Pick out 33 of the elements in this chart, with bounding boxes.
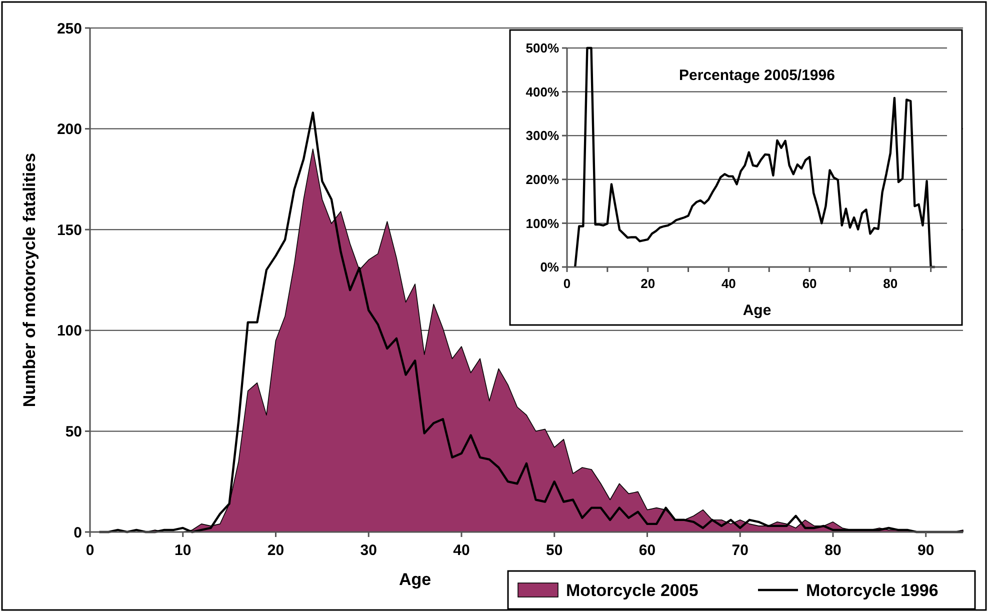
line-series	[574, 46, 936, 268]
legend-label: Motorcycle 2005	[566, 581, 698, 600]
legend-label: Motorcycle 1996	[806, 581, 938, 600]
x-tick-label: 80	[824, 542, 842, 559]
x-tick-label: 10	[174, 542, 192, 559]
y-tick-label: 100%	[526, 216, 560, 231]
y-tick-label: 150	[56, 222, 82, 239]
x-axis-title: Age	[742, 302, 772, 319]
x-tick-label: 80	[883, 276, 898, 291]
x-tick-label: 60	[802, 276, 817, 291]
x-tick-label: 40	[453, 542, 470, 559]
x-tick-label: 0	[563, 276, 571, 291]
y-tick-label: 400%	[526, 84, 560, 100]
x-tick-label: 40	[721, 276, 736, 291]
y-tick-label: 50	[65, 423, 82, 440]
y-tick-label: 200	[56, 121, 82, 138]
x-tick-label: 60	[638, 542, 656, 559]
text: Percentage 2005/1996	[679, 67, 835, 84]
x-tick-label: 0	[86, 542, 94, 559]
x-tick-label: 30	[360, 542, 377, 559]
y-tick-label: 0	[74, 524, 82, 542]
y-tick-label: 300%	[526, 128, 560, 144]
x-tick-label: 90	[918, 542, 934, 559]
x-tick-label: 20	[640, 276, 656, 291]
x-axis-title: Age	[398, 570, 432, 589]
x-tick-label: 70	[732, 542, 748, 559]
y-tick-label: 100	[56, 322, 82, 340]
x-tick-label: 20	[267, 542, 284, 559]
y-axis-title: Number of motorcycle fatalities	[20, 152, 39, 408]
y-tick-label: 200%	[526, 172, 560, 187]
y-tick-label: 500%	[526, 40, 560, 56]
y-tick-label: 0%	[540, 260, 560, 275]
y-tick-label: 250	[56, 20, 82, 38]
